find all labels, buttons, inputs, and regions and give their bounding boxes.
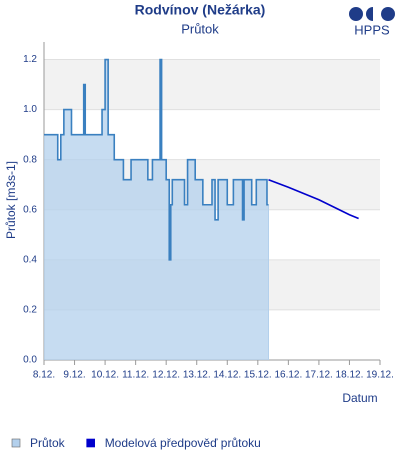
x-axis-label: Datum xyxy=(342,391,377,405)
x-tick-label: 10.12. xyxy=(91,370,119,381)
legend-label: Modelová předpověď průtoku xyxy=(105,436,261,450)
logo-circle xyxy=(381,7,395,21)
y-tick-label: 0.6 xyxy=(23,204,37,215)
x-tick-label: 16.12. xyxy=(274,370,302,381)
y-tick-label: 0.2 xyxy=(23,305,37,316)
grid-band xyxy=(44,59,380,110)
x-tick-label: 11.12. xyxy=(122,370,149,381)
x-tick-label: 15.12. xyxy=(244,370,272,381)
y-tick-label: 0.8 xyxy=(23,154,37,165)
area xyxy=(44,59,269,360)
chart-title: Rodvínov (Nežárka) xyxy=(135,2,266,18)
logo-circle xyxy=(349,7,363,21)
logo-half xyxy=(366,7,373,21)
legend-swatch xyxy=(86,438,95,448)
logo: HPPS xyxy=(349,7,395,37)
y-tick-label: 0.0 xyxy=(23,355,37,366)
x-tick-label: 12.12. xyxy=(152,370,180,381)
x-tick-label: 13.12. xyxy=(183,370,211,381)
x-tick-label: 17.12. xyxy=(305,370,333,381)
x-tick-label: 8.12. xyxy=(33,370,55,381)
x-tick-label: 14.12. xyxy=(213,370,241,381)
x-tick-label: 18.12. xyxy=(336,370,364,381)
legend-swatch xyxy=(11,438,21,448)
logo-text: HPPS xyxy=(354,22,390,37)
series-line xyxy=(268,178,359,220)
y-axis-label: Průtok [m3s-1] xyxy=(4,161,18,239)
legend-label: Průtok xyxy=(30,436,66,450)
x-tick-label: 9.12. xyxy=(63,370,85,381)
y-tick-label: 1.2 xyxy=(23,54,37,65)
series-line xyxy=(44,58,269,261)
chart-subtitle: Průtok xyxy=(181,21,219,36)
y-tick-label: 0.4 xyxy=(23,254,37,265)
x-tick-label: 19.12. xyxy=(366,370,394,381)
y-tick-label: 1.0 xyxy=(23,104,37,115)
